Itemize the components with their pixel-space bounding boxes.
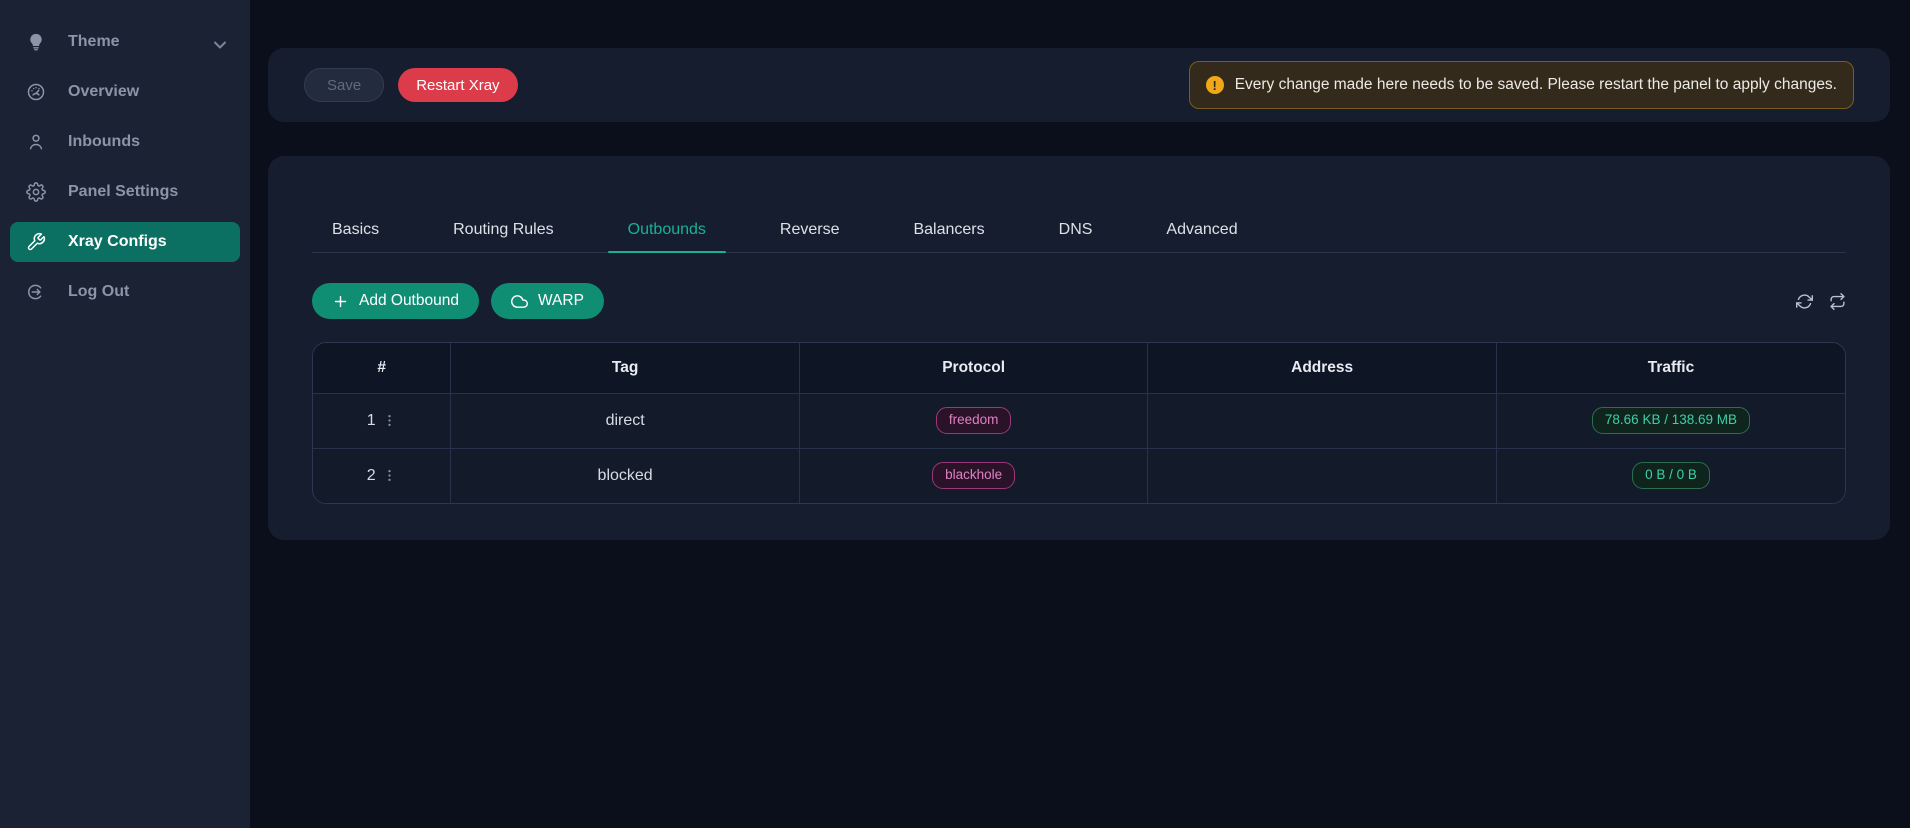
tag-cell: blocked: [450, 447, 800, 503]
sidebar-item-panel-settings[interactable]: Panel Settings: [10, 172, 240, 212]
sidebar-item-label: Xray Configs: [68, 233, 167, 250]
tab-advanced[interactable]: Advanced: [1166, 221, 1238, 238]
refresh-icon[interactable]: [1796, 293, 1813, 310]
unsaved-changes-alert: ! Every change made here needs to be sav…: [1188, 61, 1854, 109]
plus-icon: [334, 295, 347, 307]
bulb-icon: [26, 32, 46, 52]
row-index: 1: [366, 411, 376, 429]
row-menu-icon[interactable]: [382, 413, 397, 428]
logout-icon: [26, 282, 46, 302]
table-tools: [1796, 292, 1846, 310]
sidebar-item-xray-configs[interactable]: Xray Configs: [10, 222, 240, 262]
sidebar-item-overview[interactable]: Overview: [10, 72, 240, 112]
sidebar-item-label: Overview: [68, 83, 140, 100]
actions-row: Add Outbound WARP: [312, 283, 1846, 319]
row-index: 2: [366, 466, 376, 484]
address-cell: [1147, 392, 1497, 448]
tag-cell: direct: [450, 392, 800, 448]
tab-outbounds[interactable]: Outbounds: [607, 208, 727, 253]
column-header-protocol: Protocol: [799, 343, 1149, 393]
column-header-index: #: [313, 343, 452, 393]
warp-button[interactable]: WARP: [490, 283, 604, 319]
tab-dns[interactable]: DNS: [1058, 221, 1093, 238]
xray-configs-card: Basics Routing Rules Outbounds Reverse B…: [268, 156, 1890, 540]
warp-label: WARP: [537, 292, 584, 309]
toolbar-buttons: Save Restart Xray: [304, 68, 518, 102]
column-header-tag: Tag: [450, 343, 800, 393]
column-header-traffic: Traffic: [1496, 343, 1845, 393]
row-menu-icon[interactable]: [382, 468, 397, 483]
sidebar-item-label: Theme: [68, 33, 120, 50]
table-row: 1 direct freedom 78.66 KB / 138.69 MB: [313, 392, 1845, 448]
traffic-badge: 0 B / 0 B: [1632, 462, 1710, 490]
gauge-icon: [26, 82, 46, 102]
repeat-icon[interactable]: [1829, 292, 1846, 310]
add-outbound-button[interactable]: Add Outbound: [312, 283, 479, 319]
wrench-icon: [26, 232, 46, 252]
user-icon: [26, 132, 46, 152]
sidebar-item-inbounds[interactable]: Inbounds: [10, 122, 240, 162]
sidebar-item-log-out[interactable]: Log Out: [10, 272, 240, 312]
protocol-badge: freedom: [935, 407, 1012, 434]
restart-xray-button[interactable]: Restart Xray: [398, 68, 518, 102]
toolbar-card: Save Restart Xray ! Every change made he…: [268, 48, 1890, 122]
tab-routing-rules[interactable]: Routing Rules: [453, 221, 554, 238]
sidebar-item-label: Panel Settings: [68, 183, 179, 200]
save-button[interactable]: Save: [304, 68, 385, 102]
alert-text: Every change made here needs to be saved…: [1234, 76, 1837, 93]
cloud-icon: [511, 294, 528, 308]
exclamation-circle-icon: !: [1205, 76, 1224, 94]
sidebar-item-theme[interactable]: Theme: [10, 22, 240, 62]
sidebar-item-label: Log Out: [68, 283, 130, 300]
table-row: 2 blocked blackhole 0 B / 0 B: [313, 447, 1845, 503]
add-outbound-label: Add Outbound: [359, 292, 459, 309]
main-content: Save Restart Xray ! Every change made he…: [250, 0, 1910, 828]
table-header-row: # Tag Protocol Address Traffic: [313, 343, 1845, 393]
tab-reverse[interactable]: Reverse: [779, 221, 840, 238]
sidebar-item-label: Inbounds: [68, 133, 140, 150]
protocol-badge: blackhole: [932, 462, 1016, 490]
traffic-badge: 78.66 KB / 138.69 MB: [1591, 407, 1750, 434]
chevron-down-icon: [210, 35, 226, 49]
tab-bar: Basics Routing Rules Outbounds Reverse B…: [312, 208, 1846, 253]
outbounds-table: # Tag Protocol Address Traffic 1: [312, 342, 1846, 504]
tab-basics[interactable]: Basics: [332, 221, 380, 238]
tab-balancers[interactable]: Balancers: [913, 221, 985, 238]
column-header-address: Address: [1147, 343, 1497, 393]
address-cell: [1147, 447, 1497, 503]
sidebar: Theme Overview Inbounds Panel Settings: [0, 0, 250, 828]
gear-icon: [26, 182, 46, 202]
